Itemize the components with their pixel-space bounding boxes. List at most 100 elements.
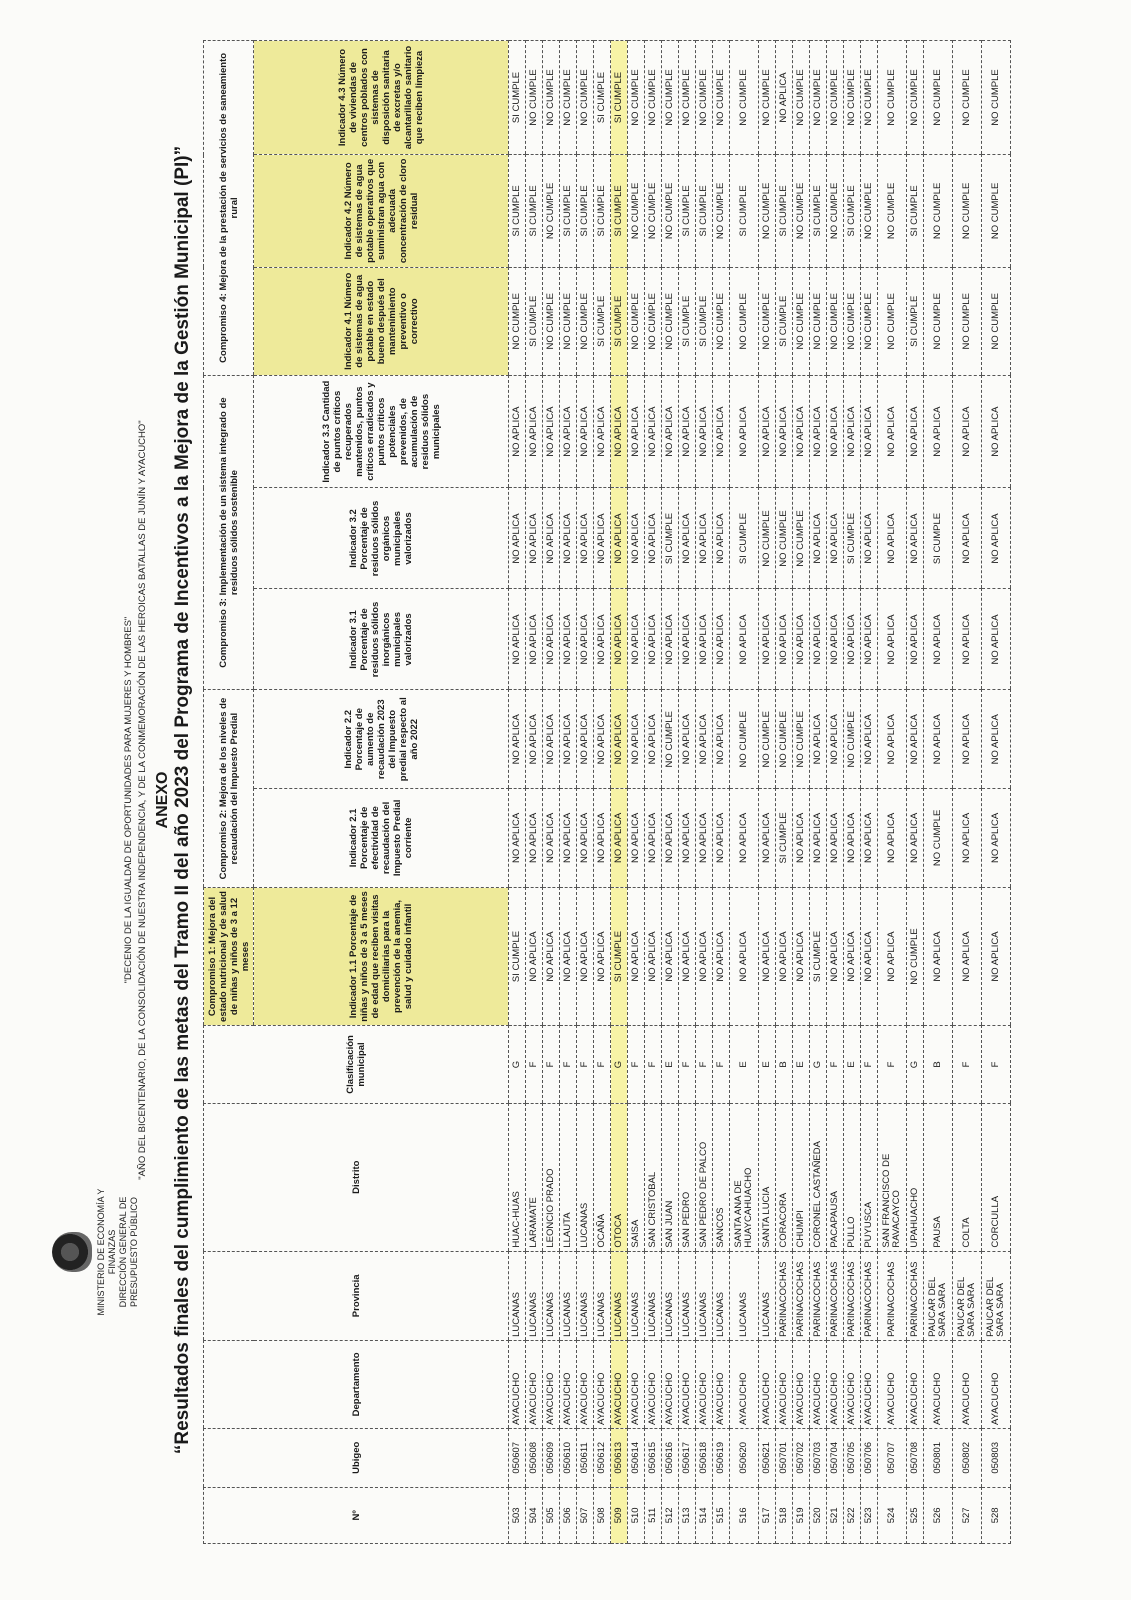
cell-provincia: PAUCAR DEL SARA SARA [923, 1251, 953, 1341]
cell-distrito: LEONCIO PRADO [542, 1103, 560, 1252]
table-row: 514 050618 AYACUCHO LUCANAS SAN PEDRO DE PAL… [695, 40, 713, 1544]
cell-provincia: PAUCAR DEL SARA SARA [952, 1251, 982, 1341]
cell-indicador-3-3: NO APLICA [877, 375, 907, 488]
table-row: 511 050615 AYACUCHO LUCANAS SAN CRISTOBAL F NO… [644, 40, 662, 1544]
cell-indicador-2-2: NO CUMPLE [758, 689, 776, 789]
cell-indicador-3-3: NO APLICA [712, 375, 730, 488]
decade-slogan: "DECENIO DE LA IGUALDAD DE OPORTUNIDADES… [123, 616, 134, 984]
cell-distrito: SAN PEDRO DE PALCO [695, 1103, 713, 1252]
cell-indicador-4-2: NO CUMPLE [923, 154, 953, 268]
cell-distrito: SAN JUAN [661, 1103, 679, 1252]
cell-indicador-3-2: NO APLICA [809, 488, 827, 589]
cell-indicador-3-2: SI CUMPLE [661, 488, 679, 589]
cell-indicador-4-1: NO CUMPLE [952, 267, 982, 376]
cell-indicador-3-3: NO APLICA [826, 375, 844, 488]
cell-distrito: CORONEL CASTAÑEDA [809, 1103, 827, 1252]
cell-departamento: AYACUCHO [695, 1340, 713, 1429]
cell-indicador-2-2: NO APLICA [826, 689, 844, 789]
cell-indicador-4-1: NO CUMPLE [729, 267, 759, 376]
table-row: 522 050705 AYACUCHO PARINACOCHAS PULLO E NO AP… [843, 40, 861, 1544]
cell-distrito: SANTA LUCIA [758, 1103, 776, 1252]
cell-indicador-4-3: NO CUMPLE [843, 40, 861, 155]
cell-indicador-3-3: NO APLICA [678, 375, 696, 488]
cell-row-number: 517 [758, 1487, 776, 1544]
table-row: 528 050803 AYACUCHO PAUCAR DEL SARA SARA COR… [981, 40, 1011, 1544]
cell-departamento: AYACUCHO [729, 1340, 759, 1429]
cell-row-number: 510 [627, 1487, 645, 1544]
cell-indicador-4-1: SI CUMPLE [906, 267, 924, 376]
cell-indicador-3-1: NO APLICA [843, 588, 861, 690]
cell-indicador-1-1: SI CUMPLE [508, 887, 526, 1026]
cell-ubigeo: 050615 [644, 1428, 662, 1488]
cell-indicador-3-2: NO APLICA [644, 488, 662, 589]
cell-row-number: 516 [729, 1487, 759, 1544]
cell-distrito: OCAÑA [593, 1103, 611, 1252]
cell-indicador-2-2: NO APLICA [923, 689, 953, 789]
header-provincia: Provincia [203, 1251, 509, 1341]
cell-indicador-4-3: NO CUMPLE [644, 40, 662, 155]
cell-ubigeo: 050708 [906, 1428, 924, 1488]
cell-provincia: PARINACOCHAS [906, 1251, 924, 1341]
cell-provincia: LUCANAS [678, 1251, 696, 1341]
cell-row-number: 505 [542, 1487, 560, 1544]
cell-indicador-3-1: NO APLICA [906, 588, 924, 690]
results-table-body: 503 050607 AYACUCHO LUCANAS HUAC-HUAS G SI CUM… [508, 40, 1011, 1544]
cell-clasificacion: F [712, 1025, 730, 1104]
cell-indicador-4-1: NO CUMPLE [809, 267, 827, 376]
cell-indicador-1-1: NO APLICA [860, 887, 878, 1026]
cell-indicador-2-1: SI CUMPLE [775, 788, 793, 888]
table-row: 510 050614 AYACUCHO LUCANAS SAISA F NO APLICA N… [627, 40, 645, 1544]
cell-indicador-3-3: NO APLICA [923, 375, 953, 488]
header-indicador-3-3: Indicador 3.3 Cantidad de puntos crítico… [253, 375, 509, 488]
cell-indicador-2-2: NO APLICA [860, 689, 878, 789]
cell-departamento: AYACUCHO [525, 1340, 543, 1429]
cell-indicador-2-1: NO APLICA [542, 788, 560, 888]
cell-ubigeo: 050619 [712, 1428, 730, 1488]
cell-ubigeo: 050608 [525, 1428, 543, 1488]
cell-indicador-2-2: NO APLICA [525, 689, 543, 789]
cell-indicador-4-1: NO CUMPLE [559, 267, 577, 376]
cell-indicador-4-3: SI CUMPLE [593, 40, 611, 155]
cell-indicador-2-2: NO CUMPLE [843, 689, 861, 789]
cell-indicador-3-2: NO APLICA [542, 488, 560, 589]
cell-indicador-4-3: NO CUMPLE [758, 40, 776, 155]
cell-indicador-1-1: NO APLICA [695, 887, 713, 1026]
cell-indicador-2-1: NO APLICA [792, 788, 810, 888]
national-crest-icon [52, 1232, 92, 1272]
table-row: 524 050707 AYACUCHO PARINACOCHAS SAN FRANCIS… [877, 40, 907, 1544]
cell-indicador-4-3: NO CUMPLE [678, 40, 696, 155]
cell-departamento: AYACUCHO [593, 1340, 611, 1429]
cell-indicador-3-3: NO APLICA [610, 375, 628, 488]
cell-indicador-1-1: NO CUMPLE [906, 887, 924, 1026]
header-indicador-4-2: Indicador 4.2 Número de sistemas de agua… [253, 154, 509, 268]
header-departamento: Departamento [203, 1340, 509, 1429]
cell-indicador-1-1: NO APLICA [792, 887, 810, 1026]
cell-indicador-3-3: NO APLICA [843, 375, 861, 488]
cell-distrito: LARAMATE [525, 1103, 543, 1252]
cell-row-number: 518 [775, 1487, 793, 1544]
cell-indicador-1-1: SI CUMPLE [809, 887, 827, 1026]
cell-indicador-2-2: NO APLICA [559, 689, 577, 789]
cell-departamento: AYACUCHO [981, 1340, 1011, 1429]
cell-provincia: LUCANAS [695, 1251, 713, 1341]
cell-indicador-4-1: SI CUMPLE [695, 267, 713, 376]
cell-indicador-4-2: NO CUMPLE [661, 154, 679, 268]
cell-indicador-1-1: NO APLICA [627, 887, 645, 1026]
cell-indicador-4-3: NO CUMPLE [576, 40, 594, 155]
cell-provincia: PARINACOCHAS [877, 1251, 907, 1341]
cell-ubigeo: 050618 [695, 1428, 713, 1488]
header-no: Nº [203, 1487, 509, 1544]
cell-clasificacion: F [826, 1025, 844, 1104]
table-row: 520 050703 AYACUCHO PARINACOCHAS CORONEL CAS… [809, 40, 827, 1544]
cell-ubigeo: 050707 [877, 1428, 907, 1488]
cell-indicador-3-3: NO APLICA [627, 375, 645, 488]
header-compromiso-2: Compromiso 2: Mejora de los niveles de r… [203, 689, 254, 888]
cell-indicador-3-1: NO APLICA [860, 588, 878, 690]
cell-indicador-3-2: NO APLICA [877, 488, 907, 589]
cell-indicador-3-1: NO APLICA [576, 588, 594, 690]
cell-indicador-3-1: NO APLICA [729, 588, 759, 690]
cell-clasificacion: E [661, 1025, 679, 1104]
cell-indicador-3-3: NO APLICA [758, 375, 776, 488]
cell-indicador-4-3: NO CUMPLE [877, 40, 907, 155]
